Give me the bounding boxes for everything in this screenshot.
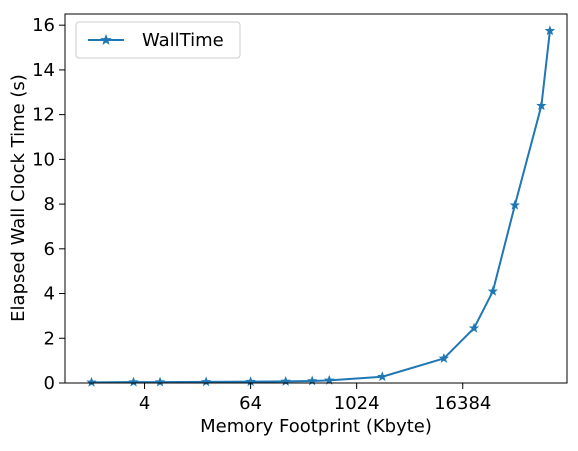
data-point-star-marker: [438, 352, 450, 363]
y-tick-label: 14: [32, 60, 55, 81]
y-tick-label: 12: [32, 105, 55, 126]
data-point-star-marker: [86, 376, 97, 387]
data-point-star-marker: [377, 371, 388, 382]
x-tick-label: 16384: [434, 393, 491, 414]
data-point-star-marker: [509, 199, 521, 210]
series-line-walltime: [91, 30, 551, 384]
y-tick-label: 4: [44, 284, 55, 305]
axis-ticks: 4 64 1024 16384 0 2 4 6 8 10 12 14 16: [32, 15, 491, 414]
y-tick-label: 8: [44, 194, 55, 215]
y-tick-label: 6: [44, 239, 55, 260]
data-point-star-marker: [544, 25, 556, 36]
data-point-star-marker: [324, 374, 335, 385]
data-point-star-marker: [200, 376, 212, 387]
y-tick-label: 2: [44, 328, 55, 349]
legend-frame: [75, 21, 241, 59]
legend-entry-label: WallTime: [142, 30, 224, 51]
y-tick-label: 16: [32, 15, 55, 36]
data-point-star-marker: [128, 376, 139, 387]
data-point-star-marker: [154, 376, 166, 387]
x-tick-label: 64: [239, 393, 262, 414]
y-tick-label: 10: [32, 149, 55, 170]
data-point-star-marker: [487, 285, 499, 296]
legend: WallTime: [75, 21, 241, 59]
data-point-star-marker: [280, 375, 291, 386]
data-point-star-marker: [536, 100, 547, 111]
plot-area-frame: [64, 13, 568, 384]
x-tick-label: 1024: [334, 393, 380, 414]
plot-marks: [86, 25, 556, 387]
y-tick-label: 0: [44, 373, 55, 394]
legend-star-marker-icon: [100, 33, 112, 45]
x-tick-label: 4: [139, 393, 150, 414]
x-axis-label: Memory Footprint (Kbyte): [200, 416, 432, 437]
data-point-star-marker: [468, 322, 480, 333]
y-axis-label: Elapsed Wall Clock Time (s): [8, 74, 29, 322]
